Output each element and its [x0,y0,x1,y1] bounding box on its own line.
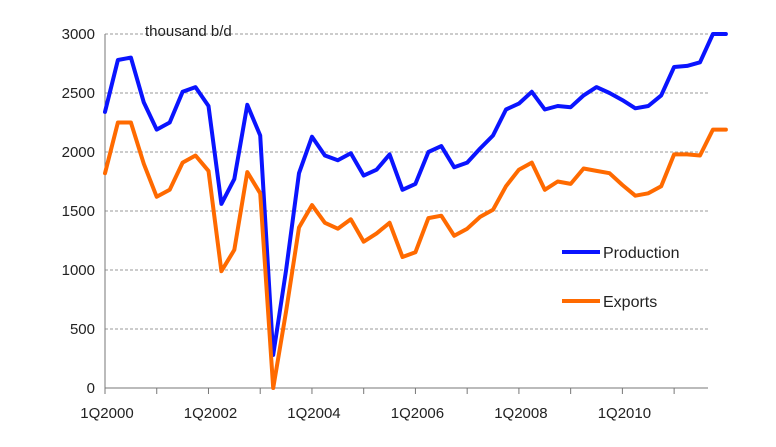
x-tick-label: 1Q2010 [598,405,651,422]
x-tick-label: 1Q2008 [494,405,547,422]
y-tick-label: 0 [87,380,95,397]
y-tick-label: 1500 [62,203,95,220]
y-tick-label: 2000 [62,144,95,161]
legend: Production Exports [562,245,680,311]
gridlines [105,33,708,330]
legend-label-exports: Exports [603,294,657,311]
x-tick-label: 1Q2006 [391,405,444,422]
x-tick-label: 1Q2002 [184,405,237,422]
y-axis-tick-labels: 0 500 1000 1500 2000 2500 3000 [62,26,95,397]
y-tick-label: 1000 [62,262,95,279]
y-tick-label: 500 [70,321,95,338]
legend-label-production: Production [603,245,680,262]
x-axis-ticks: 1Q2000 1Q2002 1Q2004 1Q2006 1Q2008 1Q2010 [80,388,675,422]
series-line-exports [103,120,728,390]
y-tick-label: 3000 [62,26,95,43]
x-tick-label: 1Q2000 [80,405,133,422]
unit-label: thousand b/d [145,23,232,40]
series-lines [103,32,728,390]
x-tick-label: 1Q2004 [287,405,340,422]
series-line-production [103,32,728,357]
y-tick-label: 2500 [62,85,95,102]
